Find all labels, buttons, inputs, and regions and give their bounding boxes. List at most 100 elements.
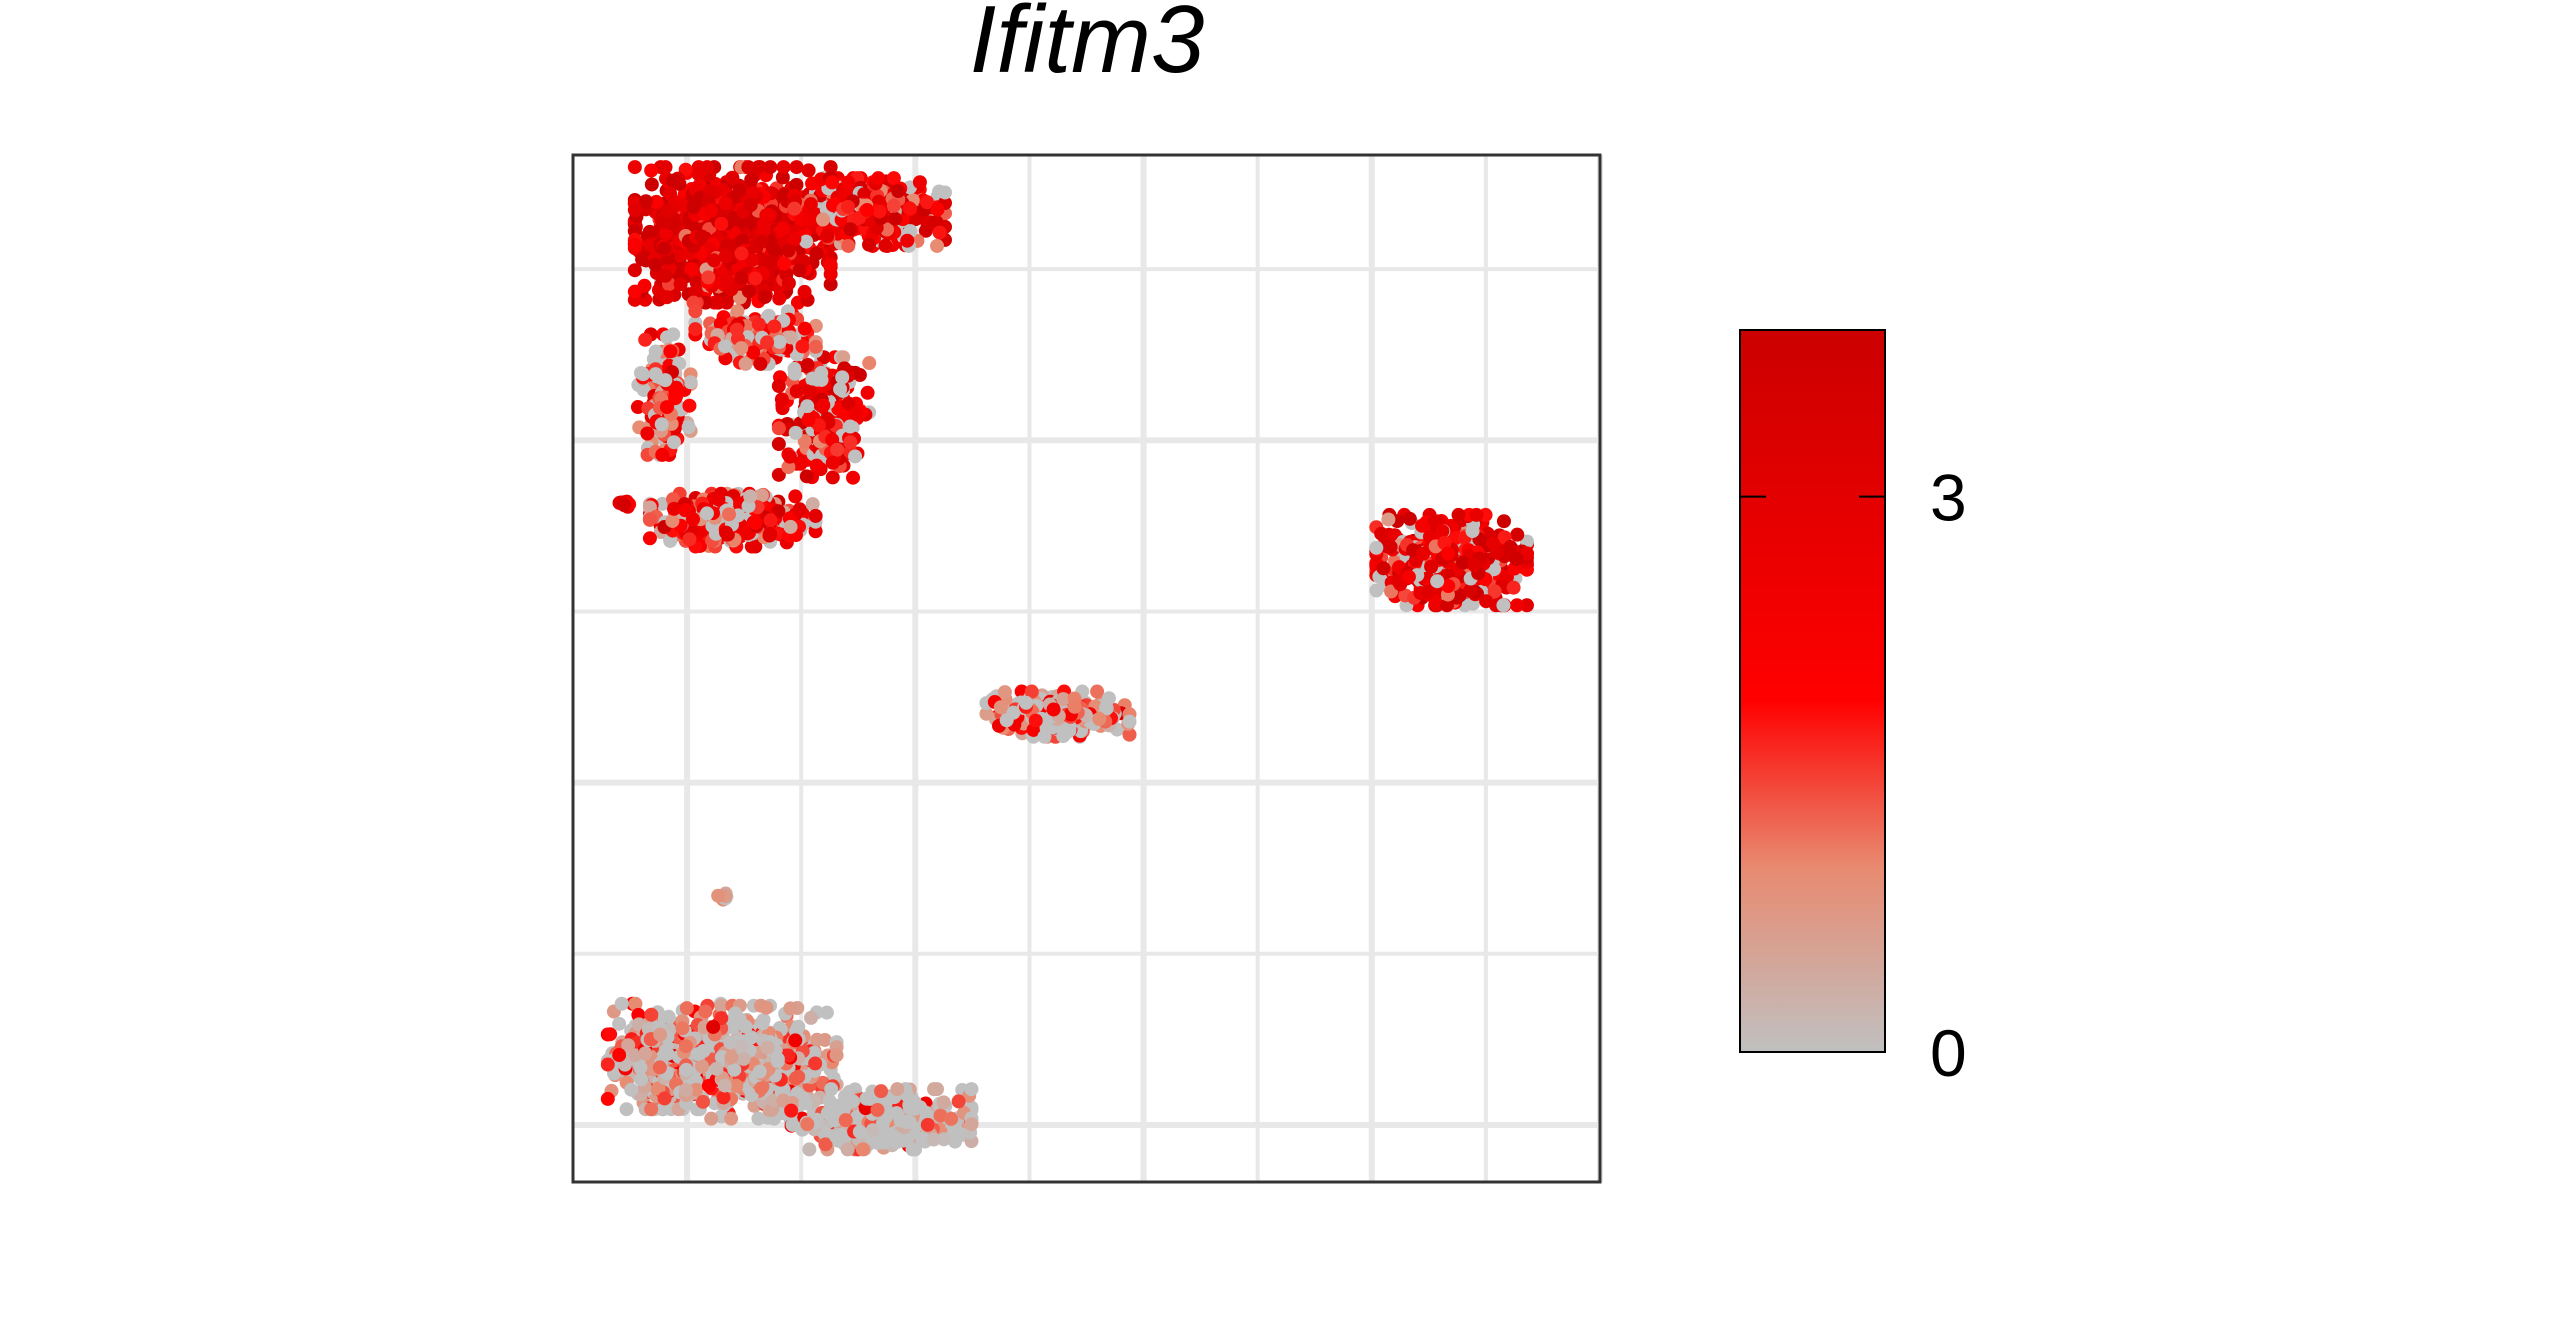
point	[825, 470, 840, 485]
point	[648, 344, 663, 359]
point	[728, 1006, 743, 1021]
point	[871, 171, 886, 186]
point	[756, 217, 771, 232]
point	[800, 357, 815, 372]
point	[1496, 514, 1511, 529]
point	[838, 1113, 853, 1128]
point	[843, 435, 858, 450]
cluster-small-left-dot	[612, 494, 637, 514]
point	[807, 1045, 822, 1060]
point	[1510, 598, 1524, 613]
point	[1465, 524, 1480, 539]
point	[848, 449, 863, 464]
point	[1024, 684, 1039, 699]
point	[915, 1131, 930, 1146]
point	[657, 241, 672, 256]
point	[675, 1021, 690, 1036]
chart-title: Ifitm3	[970, 0, 1205, 93]
point	[729, 322, 744, 337]
point	[718, 249, 733, 264]
point	[600, 1057, 615, 1072]
point	[1485, 536, 1500, 551]
point	[825, 455, 840, 470]
point	[831, 401, 846, 416]
point	[695, 1094, 710, 1109]
point	[638, 194, 653, 209]
point	[874, 1084, 889, 1099]
point	[627, 202, 642, 217]
point	[695, 1059, 710, 1074]
point	[683, 375, 698, 390]
point	[658, 214, 673, 229]
point	[667, 501, 682, 516]
point	[627, 237, 642, 252]
point	[638, 332, 653, 347]
point	[848, 406, 863, 421]
point	[979, 706, 994, 721]
point	[755, 1016, 770, 1031]
point	[859, 1091, 874, 1106]
point	[1028, 713, 1043, 728]
point	[843, 419, 858, 434]
point	[802, 1142, 817, 1157]
point	[771, 437, 786, 452]
point	[781, 1048, 796, 1063]
point	[744, 1088, 759, 1103]
point	[849, 1110, 864, 1125]
point	[724, 1050, 739, 1065]
point	[704, 1111, 719, 1126]
point	[1019, 695, 1034, 710]
point	[760, 1040, 775, 1055]
point	[829, 1048, 844, 1063]
point	[805, 497, 820, 512]
point	[678, 503, 693, 518]
point	[1463, 583, 1478, 598]
point	[875, 1116, 890, 1131]
point	[1122, 727, 1137, 742]
point	[1381, 512, 1396, 527]
point	[811, 418, 826, 433]
point	[614, 996, 629, 1011]
point	[655, 496, 670, 511]
point	[700, 506, 715, 521]
point	[997, 685, 1012, 700]
point	[823, 257, 838, 272]
point	[651, 1081, 666, 1096]
point	[636, 383, 651, 398]
point	[744, 1030, 759, 1045]
point	[891, 184, 906, 199]
point	[999, 713, 1014, 728]
point	[734, 246, 749, 261]
cluster-bottom-right-tail	[783, 1082, 979, 1157]
point	[679, 1062, 694, 1077]
point	[642, 512, 657, 527]
point	[665, 173, 680, 188]
point	[798, 1096, 813, 1111]
point	[661, 1009, 676, 1024]
point	[1424, 559, 1439, 574]
point	[865, 1123, 880, 1138]
point	[816, 398, 831, 413]
point	[776, 160, 791, 175]
point	[789, 160, 804, 175]
point	[714, 998, 729, 1013]
point	[718, 339, 733, 354]
point	[902, 201, 917, 216]
point	[678, 1039, 693, 1054]
point	[792, 263, 807, 278]
point	[818, 1137, 833, 1152]
point	[927, 1082, 942, 1097]
point	[755, 234, 770, 249]
point	[688, 322, 703, 337]
point	[841, 238, 856, 253]
point	[788, 425, 803, 440]
point	[743, 198, 758, 213]
point	[899, 1114, 914, 1129]
point	[1467, 557, 1482, 572]
point	[1037, 729, 1052, 744]
point	[889, 1135, 904, 1150]
point	[926, 1132, 941, 1147]
point	[770, 1052, 785, 1067]
point	[855, 1142, 870, 1157]
